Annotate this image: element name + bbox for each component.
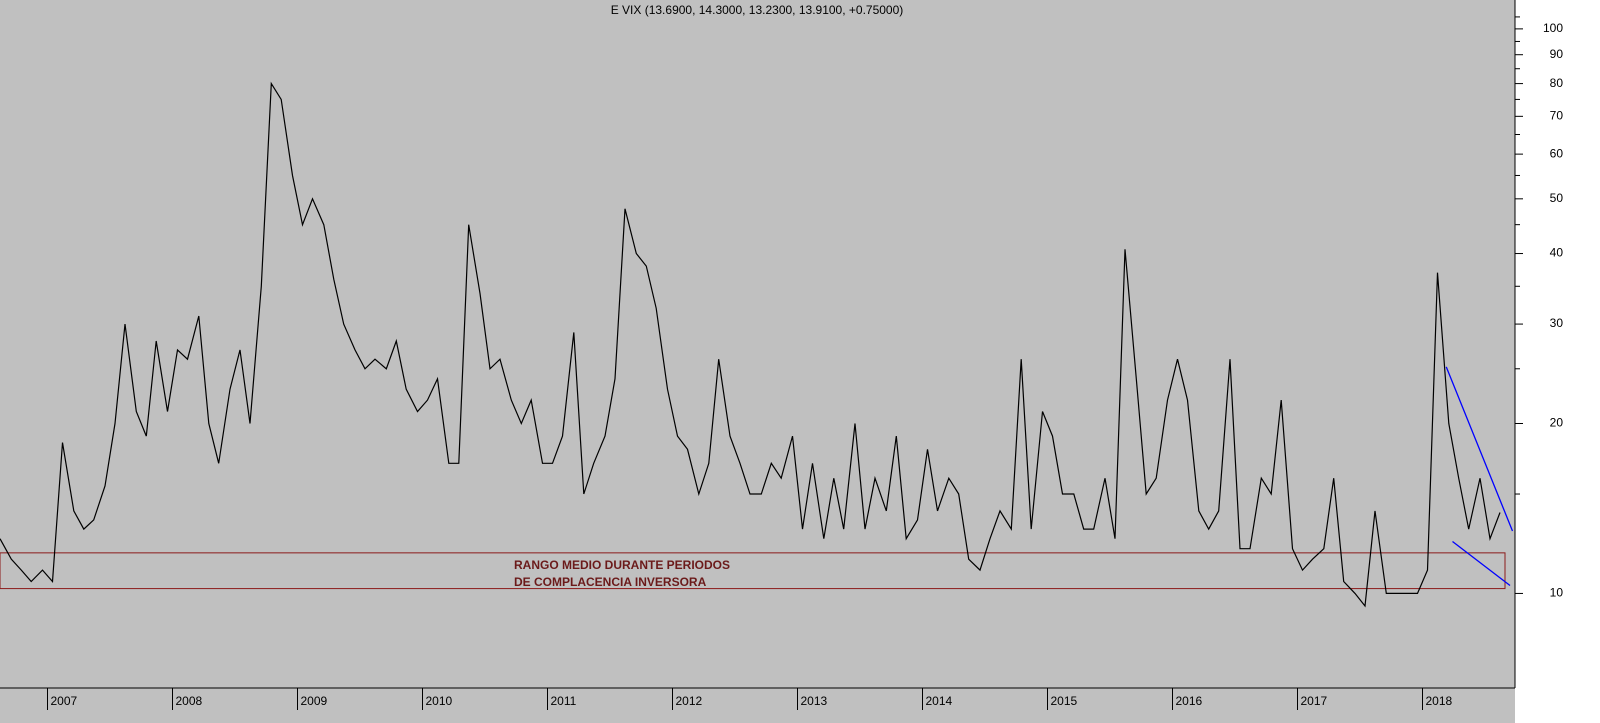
x-tick-label: 2011 xyxy=(551,694,577,708)
axis-panel xyxy=(1515,0,1600,723)
chart-title: E VIX (13.6900, 14.3000, 13.2300, 13.910… xyxy=(611,3,904,17)
x-tick-label: 2012 xyxy=(676,694,703,708)
y-tick-label: 40 xyxy=(1550,246,1564,260)
x-tick-label: 2009 xyxy=(301,694,328,708)
x-tick-label: 2010 xyxy=(426,694,453,708)
x-tick-label: 2017 xyxy=(1301,694,1328,708)
y-tick-label: 50 xyxy=(1550,191,1564,205)
x-tick-label: 2008 xyxy=(176,694,203,708)
y-tick-label: 80 xyxy=(1550,76,1564,90)
y-tick-label: 20 xyxy=(1550,416,1564,430)
x-tick-label: 2007 xyxy=(51,694,78,708)
annotation: DE COMPLACENCIA INVERSORA xyxy=(514,575,707,589)
trendline xyxy=(1445,366,1514,532)
x-tick-label: 2016 xyxy=(1176,694,1203,708)
y-tick-label: 10 xyxy=(1550,586,1564,600)
range-band xyxy=(0,552,1506,590)
vix-line xyxy=(0,81,1501,608)
y-tick-label: 100 xyxy=(1543,21,1563,35)
x-tick-label: 2014 xyxy=(926,694,953,708)
y-tick-label: 70 xyxy=(1550,109,1564,123)
y-tick-label: 30 xyxy=(1550,316,1564,330)
x-tick-label: 2018 xyxy=(1426,694,1453,708)
y-tick-label: 60 xyxy=(1550,146,1564,160)
y-tick-label: 90 xyxy=(1550,47,1564,61)
annotation: RANGO MEDIO DURANTE PERIODOS xyxy=(514,558,730,572)
x-tick-label: 2015 xyxy=(1051,694,1078,708)
trendline xyxy=(1452,540,1511,586)
x-tick-label: 2013 xyxy=(801,694,828,708)
